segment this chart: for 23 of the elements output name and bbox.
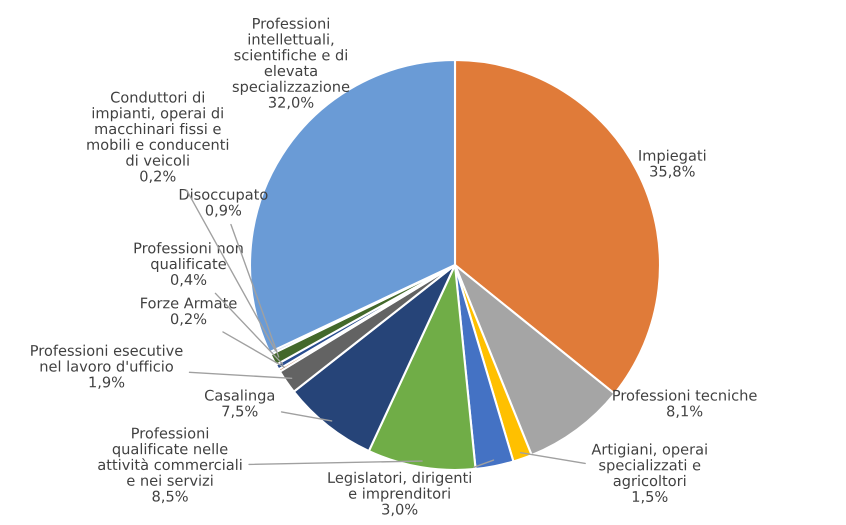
slice-label: Casalinga (204, 389, 274, 404)
slice-label: Legislatori, dirigenti e imprenditori (328, 472, 471, 502)
slice-label: Artigiani, operai specializzati e agricoltori (592, 443, 707, 490)
slice-label: Forze Armate (141, 298, 237, 308)
slice-label: Professioni tecniche (613, 389, 757, 401)
data-label: 1,9% (90, 376, 124, 389)
data-label: 0,4% (170, 274, 206, 286)
slice-label: Professioni esecutive nel lavoro d'ufficio (31, 344, 182, 372)
data-label: 8,5% (152, 490, 188, 504)
data-label: 32,0% (268, 96, 314, 110)
slice-label: Conduttori di impianti, operai di macchinari fissi e mobili e conducenti di veicoli (87, 91, 228, 166)
data-label: 3,0% (382, 504, 418, 516)
data-label: 35,8% (650, 166, 695, 178)
slice-label: Professioni qualificate nelle attività commerciali e nei servizi (98, 427, 242, 486)
data-label: 7,5% (222, 405, 258, 418)
data-label: 0,9% (206, 204, 242, 218)
slice-label: Professioni non qualificate (134, 242, 243, 272)
slice-label: Professioni intellettuali, scientifiche e di elevata specializzazione (232, 18, 350, 95)
slice-label: Impiegati (639, 150, 706, 164)
data-label: 8,1% (667, 405, 702, 418)
data-label: 0,2% (170, 313, 206, 326)
data-label: 1,5% (632, 490, 668, 504)
data-label: 0,2% (140, 170, 176, 184)
